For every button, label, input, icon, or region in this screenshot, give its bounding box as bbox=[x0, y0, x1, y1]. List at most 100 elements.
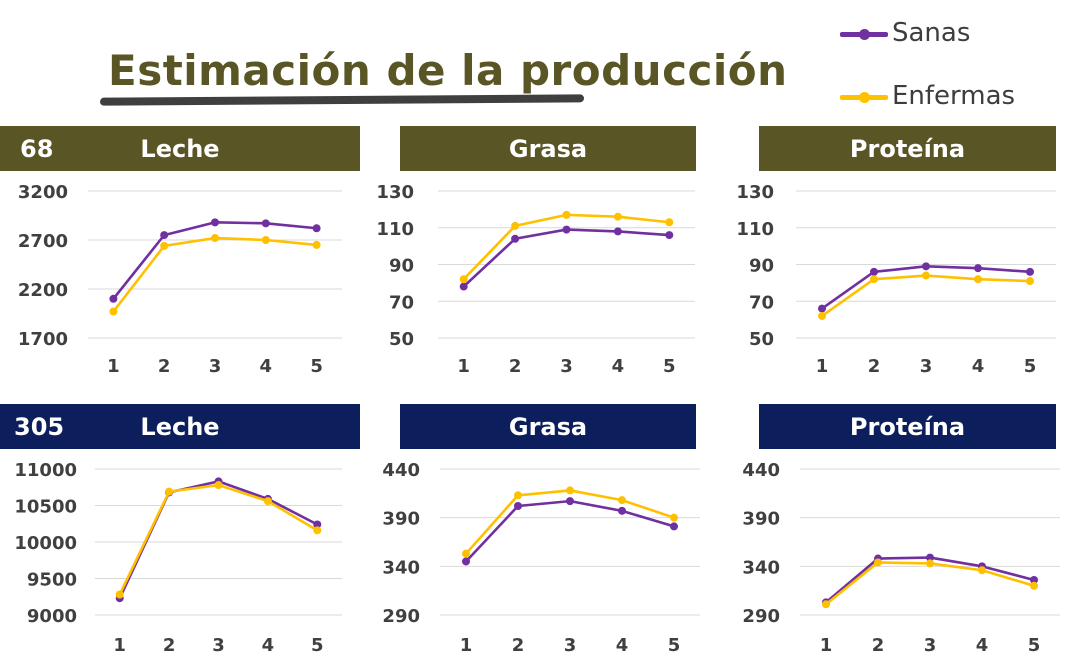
y-tick-label: 440 bbox=[742, 460, 780, 481]
data-point-sanas bbox=[1026, 267, 1034, 276]
data-point-enfermas bbox=[312, 240, 321, 249]
series-line-enfermas bbox=[112, 236, 317, 313]
data-point-sanas bbox=[926, 553, 934, 562]
data-point-enfermas bbox=[874, 558, 882, 567]
data-point-sanas bbox=[665, 231, 674, 240]
y-tick-label: 2700 bbox=[18, 231, 68, 252]
data-point-sanas bbox=[160, 231, 169, 240]
x-tick-label: 1 bbox=[457, 356, 470, 377]
data-point-enfermas bbox=[462, 549, 470, 558]
page-title: Estimación de la producción bbox=[108, 46, 788, 95]
header-grasa: Grasa bbox=[508, 412, 588, 441]
x-tick-label: 4 bbox=[976, 635, 989, 656]
x-tick-label: 1 bbox=[113, 635, 126, 656]
data-point-sanas bbox=[974, 264, 982, 273]
y-tick-label: 10500 bbox=[14, 497, 77, 518]
chart-grasa-68: 50 70 90 110 130 1 2 3 4 5 bbox=[376, 182, 695, 377]
data-point-enfermas bbox=[618, 496, 626, 505]
data-point-sanas bbox=[566, 497, 574, 506]
data-point-enfermas bbox=[870, 275, 878, 284]
chart-proteina-305: 290 340 390 440 1 2 3 4 5 bbox=[742, 460, 1060, 656]
data-point-sanas bbox=[922, 262, 930, 271]
series-line-sanas bbox=[112, 221, 317, 300]
data-point-enfermas bbox=[459, 275, 468, 284]
row-number-68: 68 bbox=[20, 134, 54, 163]
y-tick-label: 110 bbox=[736, 219, 774, 240]
series-line-sanas bbox=[462, 228, 670, 288]
x-tick-label: 4 bbox=[262, 635, 275, 656]
x-tick-label: 1 bbox=[816, 356, 829, 377]
x-tick-label: 4 bbox=[972, 356, 985, 377]
data-point-enfermas bbox=[613, 212, 622, 221]
chart-leche-68: 1700 2200 2700 3200 1 2 3 4 5 bbox=[18, 182, 342, 377]
data-point-enfermas bbox=[115, 590, 124, 599]
y-tick-label: 130 bbox=[376, 182, 414, 203]
y-tick-label: 340 bbox=[742, 557, 780, 578]
x-tick-label: 3 bbox=[924, 635, 937, 656]
chart-proteina-68: 50 70 90 110 130 1 2 3 4 5 bbox=[736, 182, 1056, 377]
header-bar-proteina-68: Proteína bbox=[759, 126, 1056, 171]
x-tick-label: 5 bbox=[311, 635, 324, 656]
header-bar-proteina-305: Proteína bbox=[759, 404, 1056, 449]
data-point-sanas bbox=[313, 520, 322, 529]
y-tick-label: 9000 bbox=[27, 606, 77, 627]
data-point-enfermas bbox=[514, 491, 522, 500]
series-line-enfermas bbox=[821, 274, 1031, 318]
x-tick-label: 4 bbox=[260, 356, 273, 377]
data-point-enfermas bbox=[974, 275, 982, 284]
x-tick-label: 5 bbox=[1024, 356, 1037, 377]
data-point-enfermas bbox=[1030, 581, 1038, 590]
x-tick-label: 1 bbox=[460, 635, 473, 656]
x-tick-label: 2 bbox=[868, 356, 881, 377]
header-leche: Leche bbox=[140, 412, 220, 441]
x-tick-label: 2 bbox=[158, 356, 171, 377]
y-tick-label: 50 bbox=[389, 329, 414, 350]
y-tick-label: 90 bbox=[749, 256, 774, 277]
y-tick-label: 50 bbox=[749, 329, 774, 350]
data-point-enfermas bbox=[978, 566, 986, 575]
y-tick-label: 440 bbox=[382, 460, 420, 481]
data-point-enfermas bbox=[261, 236, 270, 244]
header-bar-grasa-305: Grasa bbox=[400, 404, 696, 449]
y-tick-label: 2200 bbox=[18, 280, 68, 301]
title-underline bbox=[99, 94, 585, 106]
data-point-sanas bbox=[511, 234, 520, 243]
data-point-enfermas bbox=[926, 559, 934, 568]
x-tick-label: 2 bbox=[163, 635, 176, 656]
x-tick-label: 2 bbox=[872, 635, 885, 656]
data-point-enfermas bbox=[211, 234, 219, 243]
data-point-sanas bbox=[870, 267, 878, 276]
data-point-sanas bbox=[312, 224, 321, 233]
data-point-sanas bbox=[109, 294, 118, 303]
legend-label-enfermas: Enfermas bbox=[892, 81, 1016, 111]
data-point-sanas bbox=[211, 218, 219, 227]
legend-marker-sanas bbox=[859, 29, 870, 40]
data-point-sanas bbox=[562, 225, 571, 234]
data-point-sanas bbox=[818, 304, 826, 313]
data-point-sanas bbox=[618, 506, 626, 515]
header-grasa: Grasa bbox=[508, 134, 588, 163]
data-point-enfermas bbox=[665, 218, 674, 227]
x-tick-label: 3 bbox=[920, 356, 933, 377]
x-tick-label: 3 bbox=[560, 356, 573, 377]
y-tick-label: 110 bbox=[376, 219, 414, 240]
y-tick-label: 3200 bbox=[18, 182, 68, 203]
data-point-sanas bbox=[1030, 575, 1038, 584]
data-point-enfermas bbox=[214, 481, 223, 490]
x-tick-label: 3 bbox=[212, 635, 225, 656]
y-tick-label: 9500 bbox=[27, 570, 77, 591]
data-point-sanas bbox=[261, 219, 270, 228]
data-point-sanas bbox=[514, 501, 522, 510]
legend-marker-enfermas bbox=[859, 92, 870, 103]
y-tick-label: 130 bbox=[736, 182, 774, 203]
x-tick-label: 4 bbox=[616, 635, 629, 656]
header-proteina: Proteína bbox=[849, 412, 966, 441]
x-tick-label: 5 bbox=[310, 356, 323, 377]
data-point-enfermas bbox=[1026, 277, 1034, 286]
y-tick-label: 390 bbox=[742, 509, 780, 530]
data-point-enfermas bbox=[160, 241, 169, 250]
series-line-sanas bbox=[118, 480, 318, 599]
y-tick-label: 10000 bbox=[14, 533, 77, 554]
data-point-enfermas bbox=[109, 307, 118, 316]
data-point-enfermas bbox=[165, 487, 174, 496]
